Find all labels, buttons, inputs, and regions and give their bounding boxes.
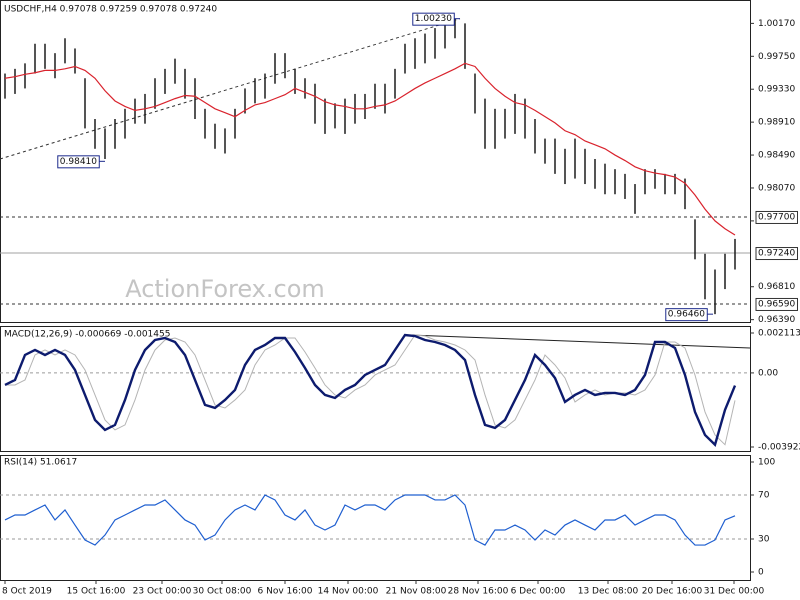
y-tick-label: 0.00 <box>758 368 778 378</box>
level-label: 0.97700 <box>758 212 795 222</box>
level-box <box>755 297 798 311</box>
x-tick-label: 14 Nov 00:00 <box>318 587 379 597</box>
annotation-label: 0.96460 <box>668 310 705 320</box>
y-tick-label: 0.98490 <box>758 151 795 161</box>
x-tick-label: 20 Dec 16:00 <box>642 587 703 597</box>
annotation-label: 0.98410 <box>60 157 97 167</box>
x-tick-label: 6 Dec 00:00 <box>511 587 566 597</box>
x-tick-label: 8 Oct 2019 <box>2 587 52 597</box>
trendline <box>409 334 751 349</box>
y-tick-label: 0.002113 <box>758 329 800 339</box>
y-tick-label: 70 <box>758 491 770 501</box>
pane-title: MACD(12,26,9) -0.000669 -0.001455 <box>4 330 170 340</box>
annotation-box <box>412 12 455 26</box>
rsi-line <box>4 494 736 546</box>
y-tick-label: -0.003922 <box>758 443 800 453</box>
level-label: 0.96590 <box>758 299 795 309</box>
y-tick-label: 0.98910 <box>758 118 795 128</box>
pane-title: RSI(14) 51.0617 <box>4 458 77 468</box>
x-tick-label: 6 Nov 16:00 <box>258 587 313 597</box>
current-price-label: 0.97240 <box>758 249 795 259</box>
macd-line <box>4 333 737 447</box>
annotation-label: 1.00230 <box>415 14 452 24</box>
y-tick-label: 0.99330 <box>758 85 795 95</box>
macd-pane <box>0 326 751 452</box>
watermark: ActionForex.com <box>125 275 325 303</box>
signal-line <box>5 334 736 446</box>
y-tick-label: 0.96810 <box>758 282 795 292</box>
y-tick-label: 0.98070 <box>758 183 795 193</box>
x-tick-label: 13 Dec 08:00 <box>578 587 639 597</box>
x-tick-label: 31 Dec 00:00 <box>704 587 765 597</box>
x-tick-label: 15 Oct 16:00 <box>67 587 126 597</box>
moving-average <box>4 62 736 236</box>
level-box <box>755 210 798 224</box>
current-price-box <box>755 247 798 261</box>
price-pane <box>0 0 751 323</box>
pane-title: USDCHF,H4 0.97078 0.97259 0.97078 0.9724… <box>4 5 217 15</box>
x-tick-label: 23 Oct 00:00 <box>133 587 192 597</box>
y-tick-label: 1.00170 <box>758 19 795 29</box>
y-tick-label: 30 <box>758 535 770 545</box>
annotation-box <box>57 155 100 169</box>
x-tick-label: 30 Oct 08:00 <box>193 587 252 597</box>
y-tick-label: 100 <box>758 458 775 468</box>
x-tick-label: 28 Nov 16:00 <box>448 587 509 597</box>
annotation-box <box>665 308 708 322</box>
y-tick-label: 0 <box>758 568 764 578</box>
y-tick-label: 0.96390 <box>758 315 795 325</box>
rsi-pane <box>0 455 751 581</box>
trendline <box>0 18 461 160</box>
y-tick-label: 0.99750 <box>758 52 795 62</box>
x-tick-label: 21 Nov 08:00 <box>386 587 447 597</box>
